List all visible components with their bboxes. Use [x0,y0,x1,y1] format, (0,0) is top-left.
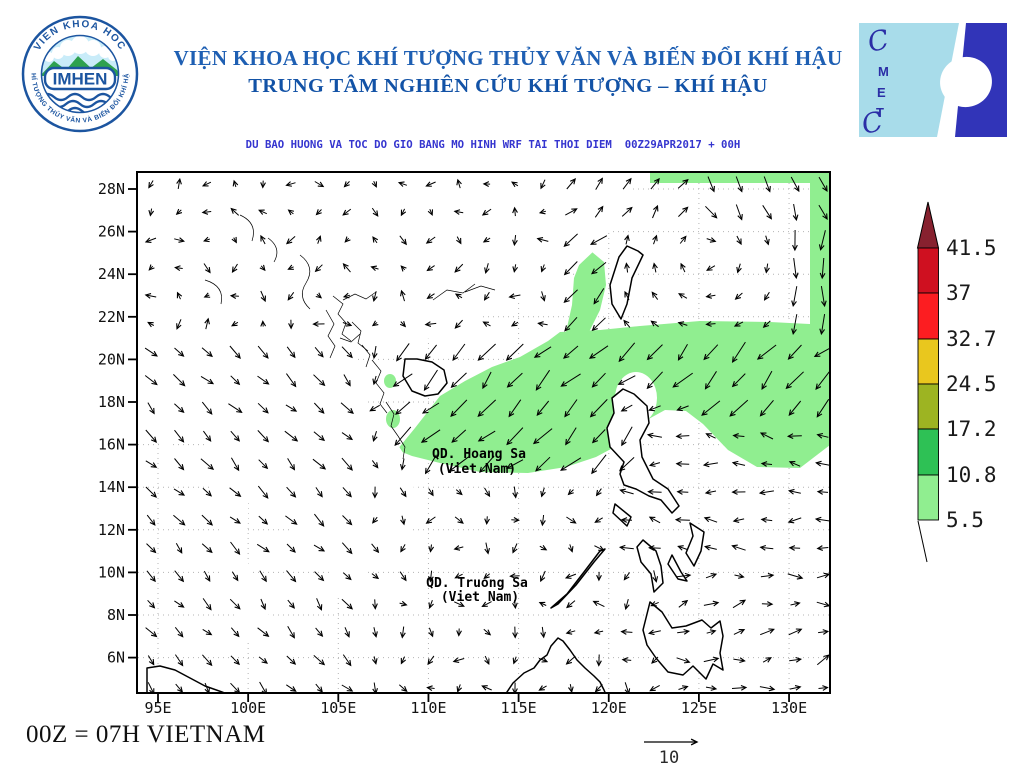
hoangsa-label2: (Viet Nam) [438,462,516,477]
legend-band [917,247,939,294]
island-taiwan [609,245,644,320]
lat-tick-label: 8N [107,606,125,624]
legend-value-label: 37 [946,281,971,305]
lat-tick-label: 26N [98,223,125,241]
legend-value-label: 41.5 [946,236,997,260]
lon-tick-label: 130E [771,699,807,717]
island-samar [685,522,705,567]
island-borneo [506,637,606,692]
lon-tick-label: 125E [681,699,717,717]
lat-tick-label: 22N [98,308,125,326]
forecast-subtitle: DU BAO HUONG VA TOC DO GIO BANG MO HINH … [245,138,741,151]
island-sumatra-tip [146,665,225,692]
svg-text:T: T [876,105,884,120]
legend-band [917,428,939,476]
lat-tick-label: 12N [98,521,125,539]
truongsa-label2: (Viet Nam) [441,590,519,605]
axis-labels: 28N 26N 24N 22N 20N 18N 16N 14N 12N 10N 8N 6N 95E 100… [98,180,807,717]
lat-tick-label: 10N [98,563,125,581]
svg-text:M: M [878,64,889,79]
island-palawan [550,548,606,609]
imhen-center-text: IMHEN [53,70,108,89]
cmetc-logo: C M E T C [856,20,1010,140]
hoangsa-label: QD. Hoang Sa [432,447,526,462]
institute-title: VIỆN KHOA HỌC KHÍ TƯỢNG THỦY VĂN VÀ BIẾN… [173,46,843,70]
cmetc-white-drop [940,56,992,108]
lon-tick-label: 105E [320,699,356,717]
lat-tick-label: 6N [107,649,125,667]
lat-tick-label: 20N [98,350,125,368]
lon-tick-label: 95E [144,699,171,717]
legend-value-label: 10.8 [946,463,997,487]
legend-band [917,383,939,430]
lon-tick-label: 110E [410,699,446,717]
legend-value-label: 32.7 [946,327,997,351]
reference-vector: 10 [644,738,699,768]
center-title: TRUNG TÂM NGHIÊN CỨU KHÍ TƯỢNG – KHÍ HẬU [248,75,768,97]
legend-value-label: 5.5 [946,508,984,532]
legend-tail [917,520,928,563]
wind-arrows [144,176,829,692]
island-hainan [402,358,448,397]
lat-tick-label: 18N [98,393,125,411]
imhen-logo: IMHEN VIEN KHOA HOC KHÍ TƯỢNG THỦY VĂN V… [18,12,139,133]
interior-borders [204,214,496,460]
island-cebu [667,554,688,582]
lat-tick-label: 14N [98,478,125,496]
legend-value-label: 24.5 [946,372,997,396]
lon-tick-label: 100E [230,699,266,717]
truongsa-label: QD. Truong Sa [426,576,528,591]
svg-text:E: E [877,85,886,100]
legend-band [917,292,939,340]
legend-value-label: 17.2 [946,417,997,441]
lon-tick-label: 115E [501,699,537,717]
header-titles: VIỆN KHOA HỌC KHÍ TƯỢNG THỦY VĂN VÀ BIẾN… [150,46,866,98]
lat-tick-label: 28N [98,180,125,198]
lat-tick-label: 24N [98,265,125,283]
island-luzon [606,388,680,514]
lon-tick-label: 120E [591,699,627,717]
reference-vector-label: 10 [659,748,679,768]
lat-tick-label: 16N [98,436,125,454]
legend-band [917,338,939,385]
legend-band [917,474,939,521]
map-annotations: QD. Hoang Sa (Viet Nam) QD. Truong Sa (V… [426,447,528,605]
wind-speed-legend: 41.5 37 32.7 24.5 17.2 10.8 5.5 [916,201,997,563]
time-conversion-note: 00Z = 07H VIETNAM [26,721,266,748]
legend-arrow-tip [916,201,940,249]
